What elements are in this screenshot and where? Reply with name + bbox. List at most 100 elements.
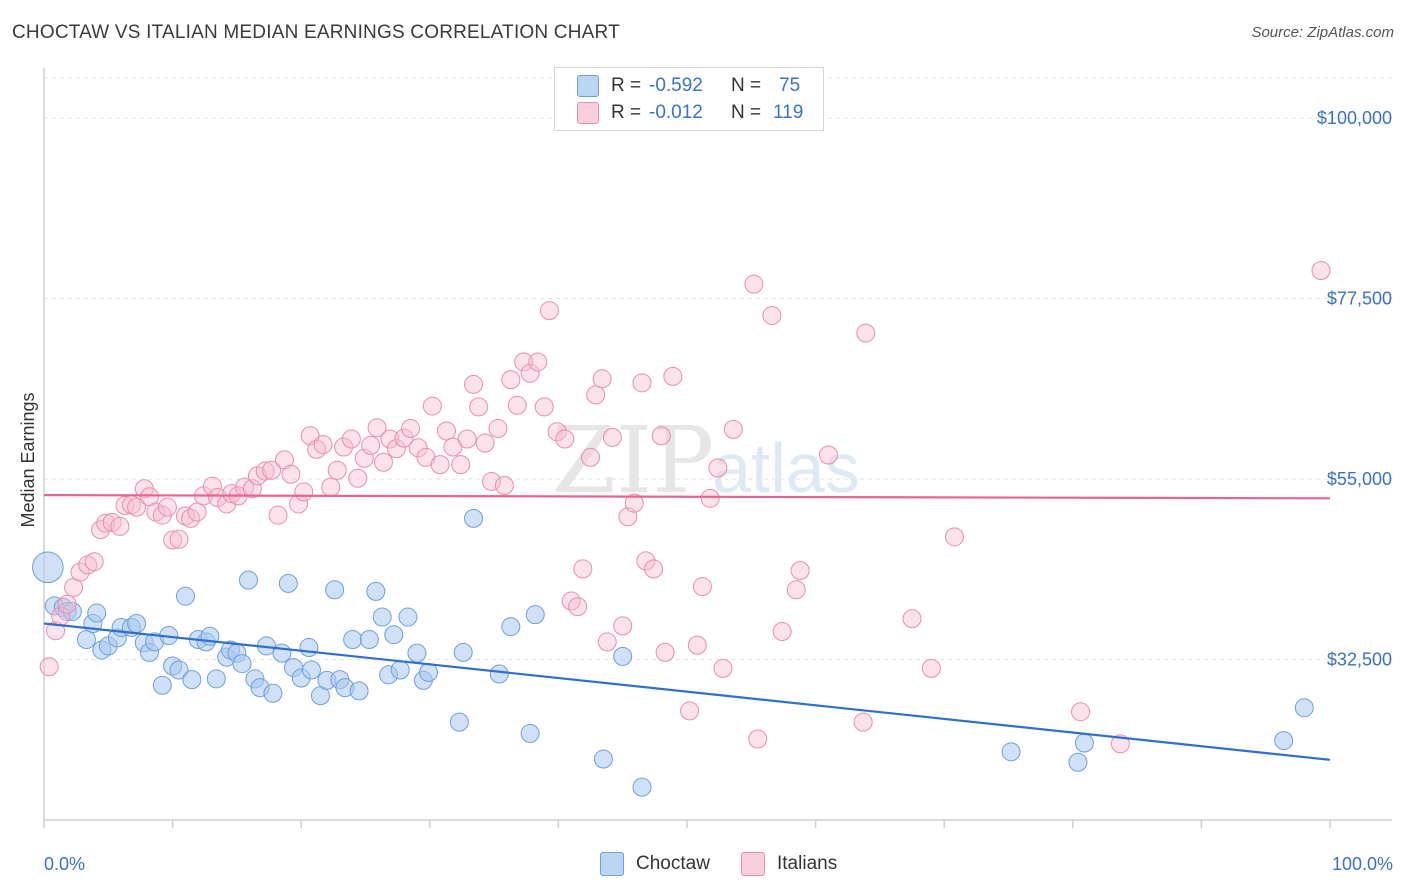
italians-point (921, 658, 941, 678)
italians-point (514, 352, 534, 372)
italians-point (348, 468, 368, 488)
italians-point (294, 482, 314, 502)
italians-point (581, 447, 601, 467)
italians-point (568, 597, 588, 617)
italians-point (651, 426, 671, 446)
choctaw-point (1274, 731, 1294, 751)
choctaw-point (175, 586, 195, 606)
italians-point (157, 497, 177, 517)
choctaw-point (520, 723, 540, 743)
r-value: -0.012 (649, 102, 703, 123)
italians-point (853, 712, 873, 732)
italians-point (443, 437, 463, 457)
y-tick-label: $100,000 (1317, 108, 1392, 128)
italians-trend-line (43, 494, 1331, 500)
italians-point (818, 445, 838, 465)
italians-point (597, 632, 617, 652)
italians-point (255, 461, 275, 481)
choctaw-point (501, 617, 521, 637)
italians-point (380, 429, 400, 449)
choctaw-point (398, 607, 418, 627)
r-label: R = (611, 75, 642, 96)
italians-point (163, 530, 183, 550)
choctaw-point (349, 681, 369, 701)
n-value: 119 (773, 102, 804, 123)
italians-point (374, 452, 394, 472)
italians-point (367, 418, 387, 438)
italians-legend-label: Italians (777, 853, 838, 874)
choctaw-point (593, 749, 613, 769)
legend-item-italians[interactable]: Italians (741, 850, 837, 878)
italians-point (422, 396, 442, 416)
tick-labels: $32,500 $55,000 $77,500 $100,000 0.0% 100.0% M… (18, 108, 1393, 874)
y-axis-title: Median Earnings (18, 392, 38, 527)
choctaw-point (278, 573, 298, 593)
choctaw-swatch (577, 75, 599, 97)
italians-point (520, 363, 540, 383)
italians-point (573, 559, 593, 579)
italians-point (539, 301, 559, 321)
italians-point (437, 421, 457, 441)
choctaw-point (1001, 742, 1021, 762)
italians-point (700, 488, 720, 508)
italians-point (175, 506, 195, 526)
choctaw-point (390, 660, 410, 680)
italians-point (457, 429, 477, 449)
choctaw-point (152, 675, 172, 695)
italians-point (187, 502, 207, 522)
n-label: N = (731, 102, 762, 123)
italians-point (57, 594, 77, 614)
choctaw-point (453, 642, 473, 662)
italians-point (401, 419, 421, 439)
stats-legend: R = -0.592 N = 75 R = -0.012 N = 119 (554, 67, 824, 131)
stats-row-italians: R = -0.012 N = 119 (577, 100, 803, 126)
italians-point (632, 373, 652, 393)
choctaw-point (1068, 752, 1088, 772)
italians-point (856, 323, 876, 343)
italians-point (313, 435, 333, 455)
italians-point (748, 729, 768, 749)
italians-swatch (577, 102, 599, 124)
choctaw-point (272, 643, 292, 663)
italians-point (1311, 261, 1331, 281)
choctaw-point (1074, 733, 1094, 753)
italians-point (786, 580, 806, 600)
choctaw-point (449, 712, 469, 732)
italians-point (451, 455, 471, 475)
italians-point (713, 658, 733, 678)
x-tick-label: 0.0% (44, 854, 85, 874)
n-value: 75 (779, 75, 801, 96)
italians-point (723, 419, 743, 439)
italians-point (680, 701, 700, 721)
choctaw-point (238, 570, 258, 590)
italians-point (242, 479, 262, 499)
italians-point (169, 529, 189, 549)
choctaw-point (384, 625, 404, 645)
stats-row-choctaw: R = -0.592 N = 75 (577, 73, 800, 99)
italians-point (692, 577, 712, 597)
italians-point (592, 369, 612, 389)
italians-point (708, 458, 728, 478)
choctaw-point (232, 654, 252, 674)
italians-point (39, 657, 59, 677)
italians-point (268, 505, 288, 525)
choctaw-point (419, 662, 439, 682)
choctaw-point (489, 664, 509, 684)
italians-point (687, 635, 707, 655)
choctaw-trend-line (43, 622, 1331, 761)
chart-title: CHOCTAW VS ITALIAN MEDIAN EARNINGS CORRE… (12, 22, 620, 43)
italians-point (127, 497, 147, 517)
y-tick-label: $32,500 (1327, 650, 1392, 670)
italians-point (762, 305, 782, 325)
italians-point (624, 493, 644, 513)
legend-item-choctaw[interactable]: Choctaw (600, 850, 710, 878)
italians-point (430, 455, 450, 475)
choctaw-point (343, 630, 363, 650)
italians-point (262, 460, 282, 480)
italians-point (361, 435, 381, 455)
italians-point (655, 642, 675, 662)
italians-point (602, 427, 622, 447)
italians-point (84, 552, 104, 572)
choctaw-point (263, 683, 283, 703)
